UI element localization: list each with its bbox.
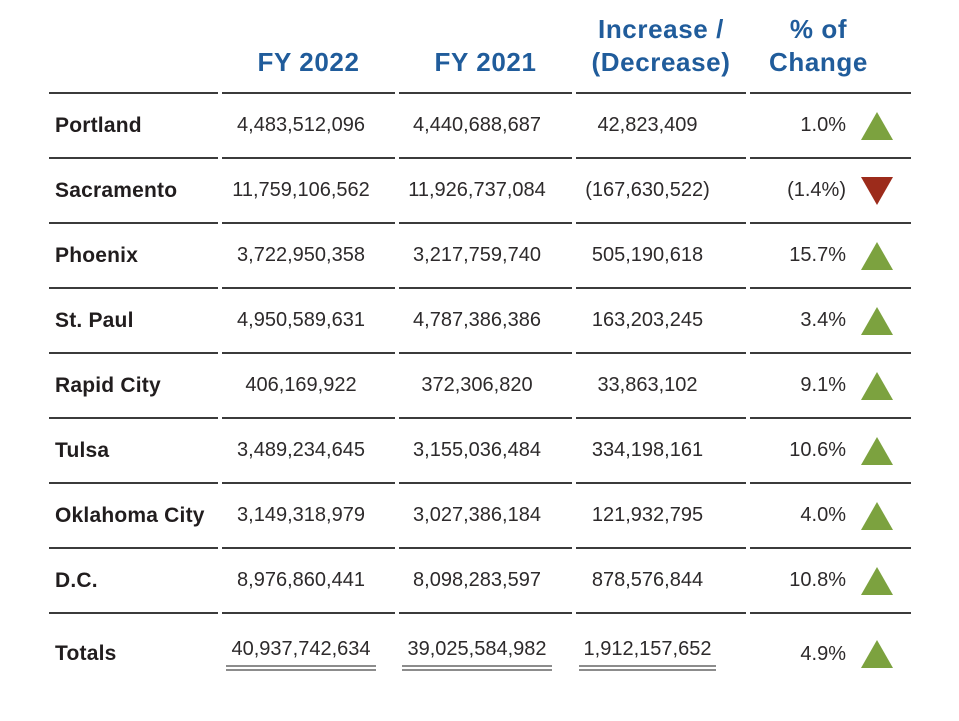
city-budget-table: FY 2022 FY 2021 Increase / (Decrease) % …: [45, 13, 915, 694]
table-row-oklahoma-city: Oklahoma City 3,149,318,979 3,027,386,18…: [49, 484, 911, 549]
trend-triangle-icon: [861, 176, 893, 205]
pct-change-cell: 4.0%: [750, 484, 911, 549]
column-header-city: [49, 13, 218, 94]
pct-change-value: 9.1%: [800, 374, 846, 396]
column-header-increase-decrease: Increase / (Decrease): [576, 13, 746, 94]
pct-change-value: 3.4%: [800, 309, 846, 331]
pct-change-value: (1.4%): [787, 179, 846, 201]
fy2022-value: 4,483,512,096: [222, 94, 395, 159]
trend-triangle-icon: [861, 566, 893, 595]
change-value: 163,203,245: [576, 289, 746, 354]
fy2021-value: 3,217,759,740: [399, 224, 572, 289]
pct-change-value: 15.7%: [789, 244, 846, 266]
table-row-tulsa: Tulsa 3,489,234,645 3,155,036,484 334,19…: [49, 419, 911, 484]
pct-change-value: 10.8%: [789, 569, 846, 591]
table-row-totals: Totals 40,937,742,634 39,025,584,982 1,9…: [49, 614, 911, 694]
fy2022-value: 406,169,922: [222, 354, 395, 419]
change-value: 33,863,102: [576, 354, 746, 419]
change-value: (167,630,522): [576, 159, 746, 224]
totals-fy2021-value: 39,025,584,982: [399, 614, 572, 694]
city-label: St. Paul: [49, 289, 218, 354]
totals-pct-change-value: 4.9%: [800, 642, 846, 665]
pct-change-cell: 10.8%: [750, 549, 911, 614]
totals-fy2021-underlined: 39,025,584,982: [402, 638, 552, 671]
fy2022-value: 4,950,589,631: [222, 289, 395, 354]
change-value: 505,190,618: [576, 224, 746, 289]
trend-triangle-icon: [861, 371, 893, 400]
city-label: Sacramento: [49, 159, 218, 224]
table-row-rapid-city: Rapid City 406,169,922 372,306,820 33,86…: [49, 354, 911, 419]
column-header-fy2022: FY 2022: [222, 13, 395, 94]
column-header-pct-change: % of Change: [750, 13, 911, 94]
pct-change-value: 1.0%: [800, 114, 846, 136]
pct-change-cell: 10.6%: [750, 419, 911, 484]
totals-pct-change-cell: 4.9%: [750, 614, 911, 694]
table-row-phoenix: Phoenix 3,722,950,358 3,217,759,740 505,…: [49, 224, 911, 289]
table-row-st-paul: St. Paul 4,950,589,631 4,787,386,386 163…: [49, 289, 911, 354]
fy2021-value: 4,787,386,386: [399, 289, 572, 354]
column-header-fy2021: FY 2021: [399, 13, 572, 94]
city-label: Tulsa: [49, 419, 218, 484]
column-header-pct-line1: % of: [789, 14, 848, 44]
fy2021-value: 4,440,688,687: [399, 94, 572, 159]
trend-triangle-icon: [861, 306, 893, 335]
change-value: 121,932,795: [576, 484, 746, 549]
totals-fy2022-value: 40,937,742,634: [222, 614, 395, 694]
fy2022-value: 3,149,318,979: [222, 484, 395, 549]
city-label: Rapid City: [49, 354, 218, 419]
totals-label: Totals: [55, 642, 117, 665]
city-label: Phoenix: [49, 224, 218, 289]
fy2021-value: 3,155,036,484: [399, 419, 572, 484]
table-row-dc: D.C. 8,976,860,441 8,098,283,597 878,576…: [49, 549, 911, 614]
column-header-increase-line2: (Decrease): [591, 47, 731, 77]
change-value: 878,576,844: [576, 549, 746, 614]
trend-triangle-icon: [861, 501, 893, 530]
column-header-increase-line1: Increase /: [598, 14, 724, 44]
totals-fy2022-underlined: 40,937,742,634: [226, 638, 376, 671]
fy2022-value: 3,489,234,645: [222, 419, 395, 484]
change-value: 334,198,161: [576, 419, 746, 484]
fy2022-value: 3,722,950,358: [222, 224, 395, 289]
fy2021-value: 3,027,386,184: [399, 484, 572, 549]
totals-change-underlined: 1,912,157,652: [578, 638, 717, 671]
trend-triangle-icon: [861, 640, 893, 668]
financial-comparison-table: FY 2022 FY 2021 Increase / (Decrease) % …: [45, 13, 915, 694]
city-label: Oklahoma City: [49, 484, 218, 549]
trend-triangle-icon: [861, 111, 893, 140]
column-header-pct-line2: Change: [769, 47, 868, 77]
fy2022-value: 11,759,106,562: [222, 159, 395, 224]
pct-change-cell: (1.4%): [750, 159, 911, 224]
fy2022-value: 8,976,860,441: [222, 549, 395, 614]
pct-change-value: 4.0%: [800, 504, 846, 526]
header-row: FY 2022 FY 2021 Increase / (Decrease) % …: [49, 13, 911, 94]
city-label: D.C.: [49, 549, 218, 614]
pct-change-cell: 9.1%: [750, 354, 911, 419]
table-row-sacramento: Sacramento 11,759,106,562 11,926,737,084…: [49, 159, 911, 224]
trend-triangle-icon: [861, 436, 893, 465]
fy2021-value: 372,306,820: [399, 354, 572, 419]
table-row-portland: Portland 4,483,512,096 4,440,688,687 42,…: [49, 94, 911, 159]
pct-change-cell: 15.7%: [750, 224, 911, 289]
fy2021-value: 8,098,283,597: [399, 549, 572, 614]
pct-change-cell: 1.0%: [750, 94, 911, 159]
totals-change-value: 1,912,157,652: [576, 614, 746, 694]
change-value: 42,823,409: [576, 94, 746, 159]
city-label: Portland: [49, 94, 218, 159]
pct-change-cell: 3.4%: [750, 289, 911, 354]
trend-triangle-icon: [861, 241, 893, 270]
fy2021-value: 11,926,737,084: [399, 159, 572, 224]
pct-change-value: 10.6%: [789, 439, 846, 461]
